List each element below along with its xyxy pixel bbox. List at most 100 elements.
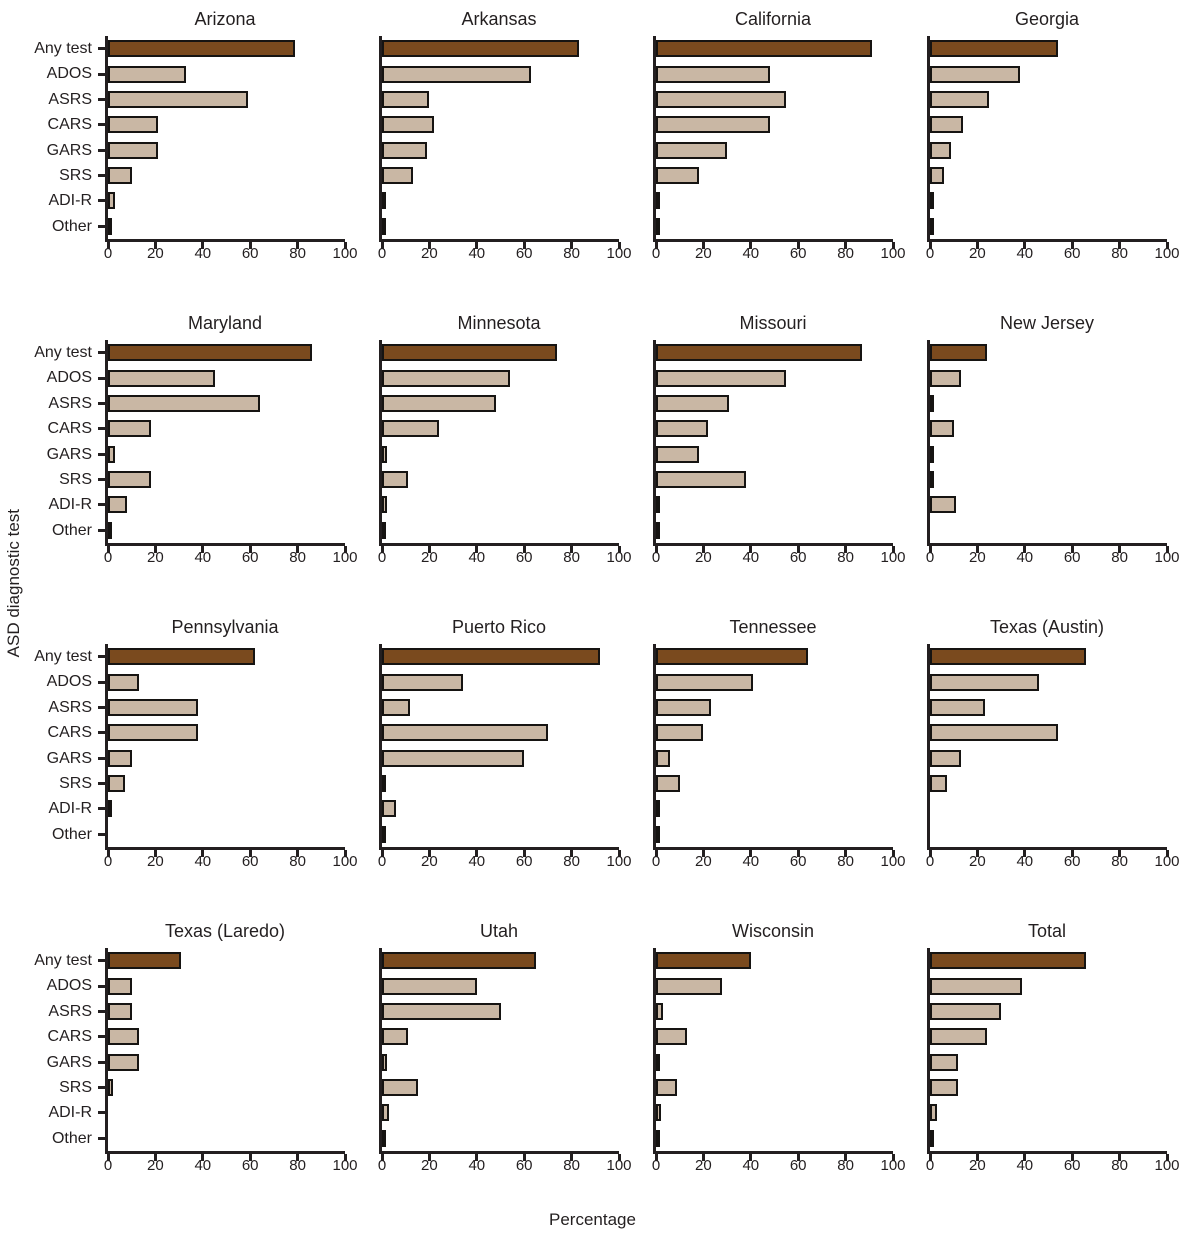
x-tick-label-60: 60	[1063, 549, 1081, 566]
x-axis-tick	[1118, 546, 1122, 553]
x-axis-tick	[1118, 1154, 1122, 1161]
x-tick-label-0: 0	[377, 549, 387, 566]
y-axis-spine	[653, 36, 656, 242]
subplot-title: Pennsylvania	[171, 617, 279, 637]
category-tick	[98, 174, 105, 178]
x-tick-label-80: 80	[1111, 853, 1128, 870]
plot-area	[653, 340, 895, 553]
x-tick-label-40: 40	[194, 853, 212, 870]
x-axis-tick	[1165, 242, 1169, 249]
bar-any-test	[656, 648, 808, 666]
category-axis-labels: Any test ADOS ASRS CARS GARS SRS ADI-R Other	[30, 36, 105, 266]
x-axis-tick	[380, 850, 384, 857]
x-tick-label-100: 100	[606, 245, 632, 262]
subplot-georgia: Georgia 0 20 40 60 80 100	[926, 8, 1180, 266]
subplot-texas-austin: Texas (Austin) 0 20 40 60 80 100	[926, 616, 1180, 874]
x-axis-tick	[522, 546, 526, 553]
bar-srs	[930, 775, 947, 793]
bar-ados	[656, 65, 770, 83]
subplot-title: Utah	[479, 921, 519, 941]
x-axis-tick-labels: 0 20 40 60 80 100	[104, 850, 358, 874]
category-label-srs: SRS	[59, 166, 92, 184]
category-tick	[98, 1111, 105, 1115]
x-axis-tick	[153, 242, 157, 249]
bar-other	[656, 1129, 660, 1147]
x-tick-label-40: 40	[194, 549, 212, 566]
plot-area	[98, 340, 347, 553]
category-label-other: Other	[51, 825, 92, 843]
x-axis-tick	[1165, 546, 1169, 553]
x-tick-label-20: 20	[147, 549, 164, 566]
x-axis-spine	[653, 847, 893, 850]
x-axis-tick	[701, 546, 705, 553]
bar-gars	[930, 445, 934, 463]
x-axis-spine	[105, 239, 345, 242]
category-tick	[98, 72, 105, 76]
category-label-asrs: ASRS	[48, 698, 92, 716]
x-tick-label-20: 20	[421, 853, 438, 870]
x-tick-label-40: 40	[194, 245, 212, 262]
category-label-adi-r: ADI-R	[48, 496, 92, 514]
bar-srs	[382, 1079, 418, 1097]
x-axis-tick	[701, 1154, 705, 1161]
x-axis-tick	[475, 242, 479, 249]
category-tick	[98, 731, 105, 735]
x-axis-tick	[248, 242, 252, 249]
x-tick-label-0: 0	[925, 1157, 935, 1174]
x-axis-tick	[1070, 546, 1074, 553]
subplot-title: Texas (Laredo)	[164, 921, 286, 941]
x-axis-tick	[106, 242, 110, 249]
x-axis-spine	[653, 543, 893, 546]
bar-srs	[108, 167, 132, 185]
x-axis-tick	[1023, 850, 1027, 857]
x-tick-label-20: 20	[147, 1157, 164, 1174]
subplot-title: Minnesota	[457, 313, 541, 333]
category-tick	[98, 1009, 105, 1013]
x-axis-label-wrap: Percentage	[0, 1210, 1185, 1230]
x-tick-label-80: 80	[1111, 549, 1128, 566]
plot-area	[98, 36, 347, 249]
x-tick-label-40: 40	[1016, 853, 1034, 870]
bar-adi-r	[930, 192, 934, 210]
x-axis-tick	[844, 850, 848, 857]
bar-asrs	[108, 90, 248, 108]
x-axis-tick	[796, 546, 800, 553]
x-tick-label-0: 0	[377, 853, 387, 870]
x-axis-tick	[1118, 850, 1122, 857]
x-axis-tick	[475, 850, 479, 857]
plot-area	[653, 948, 895, 1161]
x-tick-label-0: 0	[377, 1157, 387, 1174]
bar-asrs	[382, 698, 411, 716]
bar-asrs	[930, 1002, 1002, 1020]
x-tick-label-60: 60	[1063, 1157, 1081, 1174]
category-label-cars: CARS	[47, 420, 92, 438]
category-axis-labels: Any test ADOS ASRS CARS GARS SRS ADI-R Other	[30, 340, 105, 570]
bar-gars	[930, 141, 952, 159]
bar-other	[930, 217, 934, 235]
y-axis-spine	[105, 644, 108, 850]
bar-adi-r	[382, 800, 397, 818]
x-tick-label-20: 20	[969, 853, 986, 870]
x-tick-label-40: 40	[742, 1157, 760, 1174]
x-tick-label-80: 80	[837, 549, 854, 566]
bar-gars	[930, 749, 961, 767]
y-axis-spine	[927, 644, 930, 850]
category-tick	[98, 47, 105, 51]
x-tick-label-20: 20	[695, 549, 712, 566]
bar-srs	[656, 775, 680, 793]
bar-gars	[656, 141, 728, 159]
x-axis-tick-labels: 0 20 40 60 80 100	[652, 546, 906, 570]
category-tick	[98, 199, 105, 203]
subplot-title: Arizona	[194, 9, 256, 29]
category-tick	[98, 1136, 105, 1140]
subplot-title: Tennessee	[729, 617, 817, 637]
x-axis-tick	[701, 242, 705, 249]
x-tick-label-100: 100	[332, 853, 358, 870]
bar-ados	[930, 977, 1023, 995]
bar-adi-r	[656, 192, 660, 210]
x-tick-label-20: 20	[147, 853, 164, 870]
x-axis-spine	[379, 239, 619, 242]
x-tick-label-80: 80	[1111, 245, 1128, 262]
x-axis-tick	[570, 850, 574, 857]
subplot-puerto-rico: Puerto Rico 0 20 40 60 80 100	[377, 616, 632, 874]
